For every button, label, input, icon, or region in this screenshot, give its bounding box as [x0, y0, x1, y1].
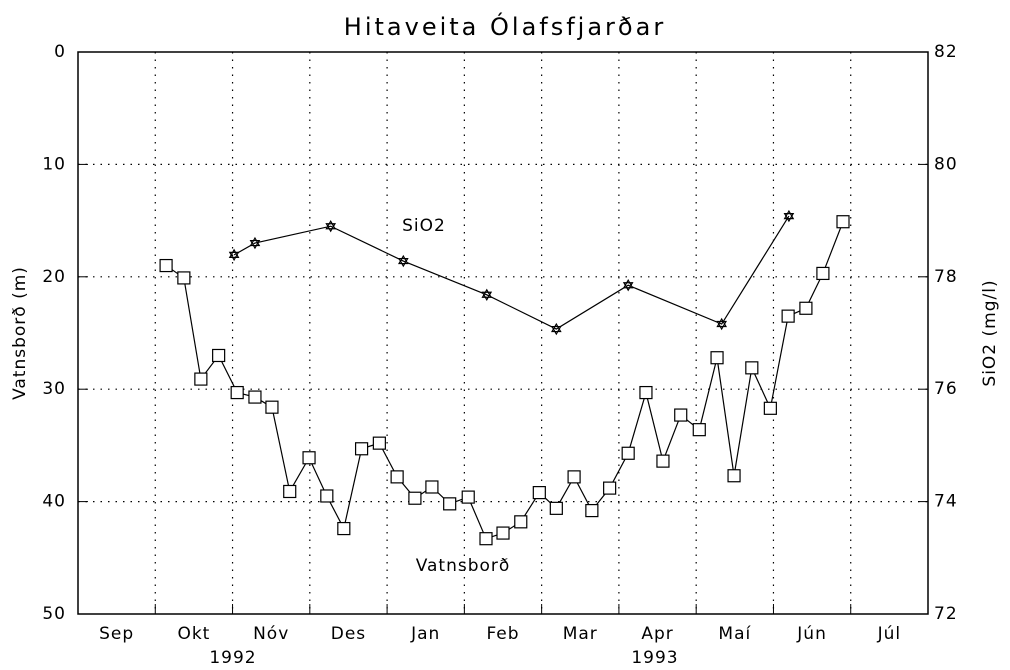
marker: [549, 501, 563, 515]
marker: [656, 454, 670, 468]
x-tick-label: Jan: [410, 624, 440, 644]
x-tick-label: Okt: [177, 624, 210, 644]
x-tick-label: Mar: [563, 624, 598, 644]
marker: [716, 317, 728, 331]
x-tick-label: Feb: [486, 624, 519, 644]
marker: [745, 361, 759, 375]
y-tick-label: 30: [42, 379, 66, 399]
x-tick-label: Sep: [99, 624, 134, 644]
marker: [727, 469, 741, 483]
marker: [248, 390, 262, 404]
annotation: SiO2: [402, 216, 446, 236]
marker: [781, 309, 795, 323]
marker: [585, 503, 599, 518]
marker: [481, 288, 493, 301]
marker: [836, 215, 850, 229]
y-tick-label: 10: [42, 154, 66, 174]
marker: [816, 266, 830, 281]
marker: [692, 423, 706, 437]
y2-tick-label: 82: [934, 42, 958, 62]
annotation: Vatnsborð: [416, 556, 511, 576]
marker: [674, 408, 688, 422]
plot-frame: [77, 51, 929, 615]
marker: [212, 348, 226, 363]
chart-title: Hitaveita Ólafsfjarðar: [344, 11, 666, 41]
marker: [390, 470, 404, 484]
marker: [479, 532, 493, 546]
marker: [621, 446, 635, 460]
marker: [603, 481, 617, 495]
marker: [763, 401, 777, 415]
marker: [177, 271, 191, 285]
marker: [622, 279, 634, 292]
y2-tick-label: 80: [934, 154, 958, 174]
marker: [550, 322, 562, 336]
marker: [194, 372, 208, 386]
marker: [496, 526, 510, 540]
marker: [372, 436, 386, 450]
annotation: 1993: [631, 648, 678, 668]
marker: [320, 489, 334, 503]
marker: [230, 385, 244, 400]
x-tick-label: Nóv: [253, 624, 289, 644]
marker: [337, 521, 351, 536]
y2-tick-label: 74: [934, 492, 958, 512]
y-tick-label: 20: [42, 267, 66, 287]
marker: [354, 442, 369, 456]
marker: [265, 400, 279, 414]
y-axis-label: Vatnsborð (m): [10, 266, 30, 400]
marker: [532, 486, 546, 500]
y2-tick-label: 76: [934, 379, 958, 399]
y-tick-label: 40: [42, 492, 66, 512]
x-tick-label: Des: [331, 624, 366, 644]
series-line: [165, 221, 844, 540]
y2-tick-label: 72: [934, 604, 958, 624]
x-tick-label: Júl: [877, 624, 902, 644]
marker: [228, 248, 240, 262]
marker: [443, 497, 457, 511]
marker: [799, 301, 813, 315]
y-tick-label: 50: [42, 604, 66, 624]
marker: [325, 220, 337, 233]
marker: [408, 491, 422, 505]
marker: [567, 470, 581, 484]
y2-axis-label: SiO2 (mg/l): [980, 279, 1000, 386]
y2-tick-label: 78: [934, 267, 958, 287]
annotation: 1992: [209, 648, 256, 668]
marker: [283, 484, 297, 499]
x-tick-label: Apr: [641, 624, 673, 644]
marker: [397, 254, 409, 268]
y-tick-label: 0: [54, 42, 66, 62]
marker: [461, 490, 475, 504]
marker: [783, 209, 795, 223]
series-line: [233, 215, 790, 330]
marker: [710, 351, 724, 365]
x-tick-label: Maí: [718, 624, 751, 644]
marker: [639, 385, 653, 400]
x-tick-label: Jún: [796, 624, 827, 644]
marker: [514, 515, 528, 529]
marker: [249, 236, 261, 250]
marker: [159, 258, 173, 273]
marker: [425, 480, 439, 494]
marker: [302, 451, 316, 465]
